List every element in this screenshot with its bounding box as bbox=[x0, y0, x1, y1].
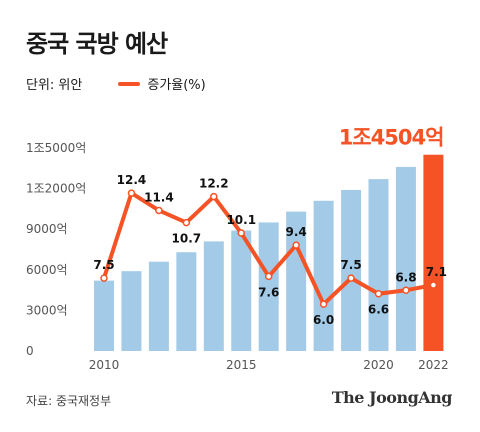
growth-rate-point bbox=[237, 229, 245, 237]
growth-rate-label: 7.6 bbox=[258, 285, 279, 299]
bar bbox=[231, 230, 252, 351]
bar-series: 1조4504억 bbox=[94, 126, 444, 351]
bar bbox=[121, 271, 142, 351]
page-title: 중국 국방 예산 bbox=[26, 30, 168, 58]
growth-rate-label: 12.4 bbox=[117, 173, 147, 187]
legend-rate-label: 증가율(%) bbox=[147, 78, 206, 93]
growth-rate-point bbox=[127, 189, 136, 197]
bar bbox=[395, 166, 416, 351]
x-tick-label: 2010 bbox=[89, 358, 120, 372]
growth-rate-label: 7.1 bbox=[426, 265, 447, 279]
x-tick-label: 2015 bbox=[226, 358, 257, 372]
growth-rate-point bbox=[319, 300, 328, 308]
y-tick-label: 3000억 bbox=[26, 303, 68, 317]
growth-rate-label: 10.1 bbox=[226, 213, 256, 227]
x-tick-label: 2022 bbox=[418, 358, 449, 372]
growth-rate-point bbox=[347, 274, 355, 282]
y-axis: 0 3000억 6000억 9000억 1조2000억 1조5000억 bbox=[26, 141, 86, 358]
bar-highlight-label: 1조4504억 bbox=[339, 126, 444, 150]
bar bbox=[258, 222, 279, 351]
growth-rate-point bbox=[429, 281, 438, 289]
bar bbox=[203, 241, 224, 351]
growth-rate-label: 11.4 bbox=[144, 190, 174, 204]
y-tick-label: 1조5000억 bbox=[26, 141, 86, 155]
y-tick-label: 9000억 bbox=[26, 222, 68, 236]
growth-rate-point bbox=[292, 241, 300, 249]
growth-rate-label: 7.5 bbox=[340, 258, 361, 272]
y-tick-label: 1조2000억 bbox=[26, 182, 86, 196]
growth-rate-point bbox=[155, 206, 163, 215]
growth-rate-point bbox=[402, 286, 410, 295]
growth-rate-label: 7.5 bbox=[93, 258, 114, 272]
growth-rate-label: 9.4 bbox=[286, 225, 307, 239]
y-tick-label: 6000억 bbox=[26, 263, 68, 277]
growth-rate-point bbox=[210, 192, 218, 201]
x-tick-label: 2020 bbox=[363, 358, 394, 372]
bar bbox=[313, 200, 334, 351]
growth-rate-line bbox=[100, 189, 438, 308]
bar bbox=[148, 261, 169, 351]
growth-rate-label: 6.8 bbox=[395, 270, 416, 284]
bar bbox=[368, 179, 389, 351]
legend: 단위: 위안 증가율(%) bbox=[26, 74, 206, 93]
x-axis: 2010 2015 2020 2022 bbox=[89, 358, 449, 372]
growth-rate-label: 6.0 bbox=[313, 313, 334, 327]
growth-rate-point bbox=[182, 218, 191, 227]
bar bbox=[286, 211, 307, 351]
data-labels: 7.5 12.4 11.4 10.7 12.2 10.1 7.6 9.4 6.0 7.5 6.6 6.… bbox=[93, 173, 447, 327]
legend-line-swatch bbox=[118, 81, 141, 86]
y-tick-label: 0 bbox=[26, 344, 34, 358]
brand-logo: The JoongAng bbox=[331, 388, 453, 407]
source-note: 자료: 중국재정부 bbox=[26, 394, 112, 408]
legend-unit-label: 단위: 위안 bbox=[26, 78, 83, 93]
growth-rate-label: 6.6 bbox=[368, 303, 389, 317]
growth-rate-label: 10.7 bbox=[172, 232, 202, 246]
bar bbox=[176, 252, 197, 351]
bar-highlight bbox=[423, 154, 444, 351]
bar bbox=[94, 280, 114, 351]
growth-rate-label: 12.2 bbox=[199, 177, 229, 191]
growth-rate-point bbox=[264, 272, 273, 281]
growth-rate-point bbox=[374, 289, 383, 298]
growth-rate-point bbox=[100, 274, 108, 282]
bar bbox=[341, 189, 362, 351]
